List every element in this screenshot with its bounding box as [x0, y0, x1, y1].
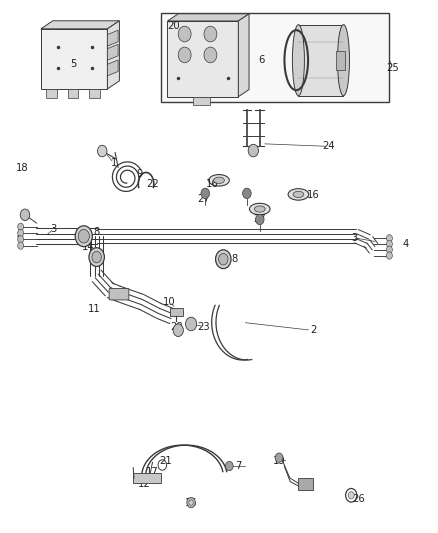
Polygon shape [298, 25, 343, 96]
Circle shape [226, 462, 233, 471]
Text: 1: 1 [111, 158, 117, 168]
Text: 8: 8 [94, 227, 100, 237]
Text: 4: 4 [403, 239, 409, 249]
Ellipse shape [208, 175, 230, 186]
Text: 3: 3 [51, 224, 57, 234]
Circle shape [98, 146, 107, 157]
Ellipse shape [293, 25, 304, 96]
Polygon shape [107, 21, 120, 89]
Circle shape [18, 242, 24, 249]
Polygon shape [107, 44, 118, 60]
Text: 16: 16 [206, 179, 219, 189]
Text: 22: 22 [146, 179, 159, 189]
Polygon shape [46, 89, 57, 98]
Text: 5: 5 [70, 59, 76, 69]
Text: 6: 6 [259, 55, 265, 64]
Circle shape [178, 47, 191, 63]
Polygon shape [41, 29, 107, 89]
Circle shape [215, 250, 231, 269]
Text: 8: 8 [231, 254, 237, 264]
Text: 18: 18 [16, 163, 29, 173]
Text: 27: 27 [254, 214, 266, 224]
Text: 20: 20 [168, 21, 180, 31]
Text: 10: 10 [163, 297, 176, 307]
Circle shape [275, 453, 283, 463]
Polygon shape [133, 473, 161, 483]
Text: 11: 11 [88, 304, 101, 314]
Circle shape [204, 47, 217, 63]
Text: 27: 27 [198, 193, 210, 204]
Text: 14: 14 [82, 242, 95, 252]
Circle shape [243, 188, 251, 199]
Ellipse shape [254, 206, 265, 212]
Circle shape [186, 317, 197, 331]
Text: 16: 16 [307, 190, 320, 200]
Text: 15: 15 [185, 498, 198, 508]
Circle shape [386, 240, 392, 248]
Circle shape [348, 491, 354, 499]
Circle shape [18, 223, 24, 230]
Circle shape [201, 188, 209, 199]
Text: 12: 12 [138, 479, 150, 489]
Text: 4: 4 [16, 231, 22, 241]
Text: 9: 9 [136, 168, 143, 179]
Ellipse shape [214, 177, 224, 183]
Polygon shape [170, 308, 183, 316]
Circle shape [89, 248, 104, 266]
Circle shape [78, 229, 89, 243]
Text: 26: 26 [352, 494, 365, 504]
Polygon shape [193, 97, 210, 104]
Text: 23: 23 [198, 321, 210, 332]
Circle shape [92, 252, 101, 263]
Circle shape [20, 209, 30, 221]
Circle shape [18, 236, 24, 243]
Polygon shape [68, 89, 78, 98]
Polygon shape [107, 60, 118, 76]
Ellipse shape [288, 189, 309, 200]
Text: 28: 28 [170, 321, 182, 332]
Text: 19: 19 [273, 456, 286, 466]
Polygon shape [167, 14, 249, 21]
FancyBboxPatch shape [109, 288, 129, 300]
Text: 3: 3 [351, 233, 357, 243]
Polygon shape [41, 21, 120, 29]
Text: 24: 24 [322, 141, 335, 151]
Circle shape [386, 252, 392, 259]
Ellipse shape [250, 203, 270, 215]
Ellipse shape [337, 25, 350, 96]
Polygon shape [107, 30, 118, 46]
Circle shape [75, 226, 92, 247]
Circle shape [386, 246, 392, 254]
Text: 29: 29 [298, 482, 311, 492]
Polygon shape [167, 21, 238, 97]
Text: 25: 25 [386, 63, 399, 73]
Circle shape [219, 254, 228, 265]
Circle shape [189, 500, 193, 505]
Circle shape [386, 235, 392, 242]
Circle shape [204, 26, 217, 42]
Circle shape [173, 324, 184, 336]
Text: 17: 17 [146, 467, 159, 477]
Circle shape [18, 229, 24, 237]
Text: 7: 7 [235, 461, 241, 471]
Circle shape [248, 144, 258, 157]
Circle shape [178, 26, 191, 42]
Ellipse shape [293, 191, 304, 198]
Polygon shape [89, 89, 100, 98]
FancyBboxPatch shape [336, 51, 345, 70]
Circle shape [255, 214, 264, 225]
Text: 2: 2 [310, 325, 317, 335]
Polygon shape [298, 478, 314, 490]
Text: 21: 21 [159, 456, 172, 466]
Polygon shape [161, 13, 389, 102]
Circle shape [187, 497, 195, 508]
Polygon shape [238, 14, 249, 97]
